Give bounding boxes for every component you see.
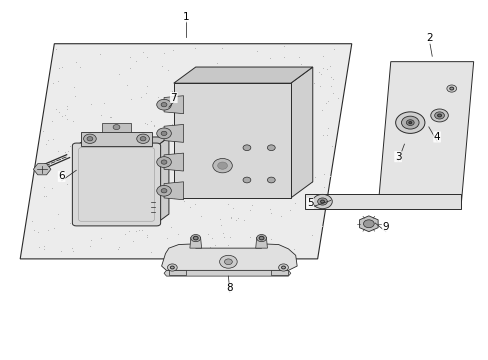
Polygon shape <box>157 137 168 223</box>
Polygon shape <box>271 270 288 275</box>
Circle shape <box>170 266 174 269</box>
Polygon shape <box>81 132 152 146</box>
Polygon shape <box>102 123 130 132</box>
Text: 3: 3 <box>394 152 401 162</box>
Circle shape <box>113 125 120 130</box>
Circle shape <box>437 114 441 117</box>
Circle shape <box>217 162 227 169</box>
Text: 2: 2 <box>426 33 432 43</box>
Polygon shape <box>168 270 185 275</box>
Circle shape <box>267 177 275 183</box>
Polygon shape <box>163 270 290 276</box>
Polygon shape <box>255 237 267 248</box>
Circle shape <box>434 112 444 119</box>
Circle shape <box>161 189 166 193</box>
Text: 7: 7 <box>170 93 177 103</box>
Circle shape <box>157 185 171 196</box>
Polygon shape <box>290 67 312 198</box>
Polygon shape <box>359 216 377 231</box>
Polygon shape <box>20 44 351 259</box>
Circle shape <box>430 109 447 122</box>
Circle shape <box>83 134 96 143</box>
Polygon shape <box>163 153 183 171</box>
Circle shape <box>256 234 266 242</box>
Circle shape <box>161 103 166 107</box>
Text: 9: 9 <box>382 222 388 232</box>
Circle shape <box>406 120 413 126</box>
Circle shape <box>87 136 93 141</box>
Circle shape <box>212 158 232 173</box>
Text: 1: 1 <box>183 12 189 22</box>
Circle shape <box>449 87 453 90</box>
FancyBboxPatch shape <box>72 143 160 226</box>
Circle shape <box>267 145 275 150</box>
Polygon shape <box>76 137 168 146</box>
Circle shape <box>157 128 171 139</box>
Polygon shape <box>33 164 51 175</box>
Circle shape <box>243 145 250 150</box>
Polygon shape <box>378 62 473 202</box>
Circle shape <box>224 259 232 265</box>
Polygon shape <box>163 125 183 142</box>
Polygon shape <box>305 194 461 209</box>
Circle shape <box>401 116 418 129</box>
Circle shape <box>219 255 237 268</box>
Polygon shape <box>161 244 297 270</box>
Circle shape <box>190 234 200 242</box>
Circle shape <box>317 198 327 205</box>
Text: 8: 8 <box>226 283 233 293</box>
Circle shape <box>363 220 373 228</box>
Circle shape <box>278 264 288 271</box>
Text: 6: 6 <box>58 171 65 181</box>
Circle shape <box>157 99 171 110</box>
Circle shape <box>140 136 146 141</box>
Circle shape <box>167 264 177 271</box>
Circle shape <box>157 157 171 167</box>
Circle shape <box>243 177 250 183</box>
Polygon shape <box>163 96 183 114</box>
Circle shape <box>320 200 324 203</box>
Polygon shape <box>189 237 201 248</box>
Circle shape <box>161 160 166 164</box>
Circle shape <box>312 194 331 209</box>
Circle shape <box>395 112 424 134</box>
Circle shape <box>281 266 285 269</box>
Circle shape <box>137 134 149 143</box>
Circle shape <box>408 122 411 124</box>
Circle shape <box>446 85 456 92</box>
Circle shape <box>161 131 166 135</box>
Polygon shape <box>173 67 312 83</box>
Polygon shape <box>163 182 183 200</box>
Circle shape <box>193 236 198 240</box>
Polygon shape <box>173 83 290 198</box>
Circle shape <box>259 236 264 240</box>
Text: 5: 5 <box>306 198 313 208</box>
Text: 4: 4 <box>433 132 440 142</box>
